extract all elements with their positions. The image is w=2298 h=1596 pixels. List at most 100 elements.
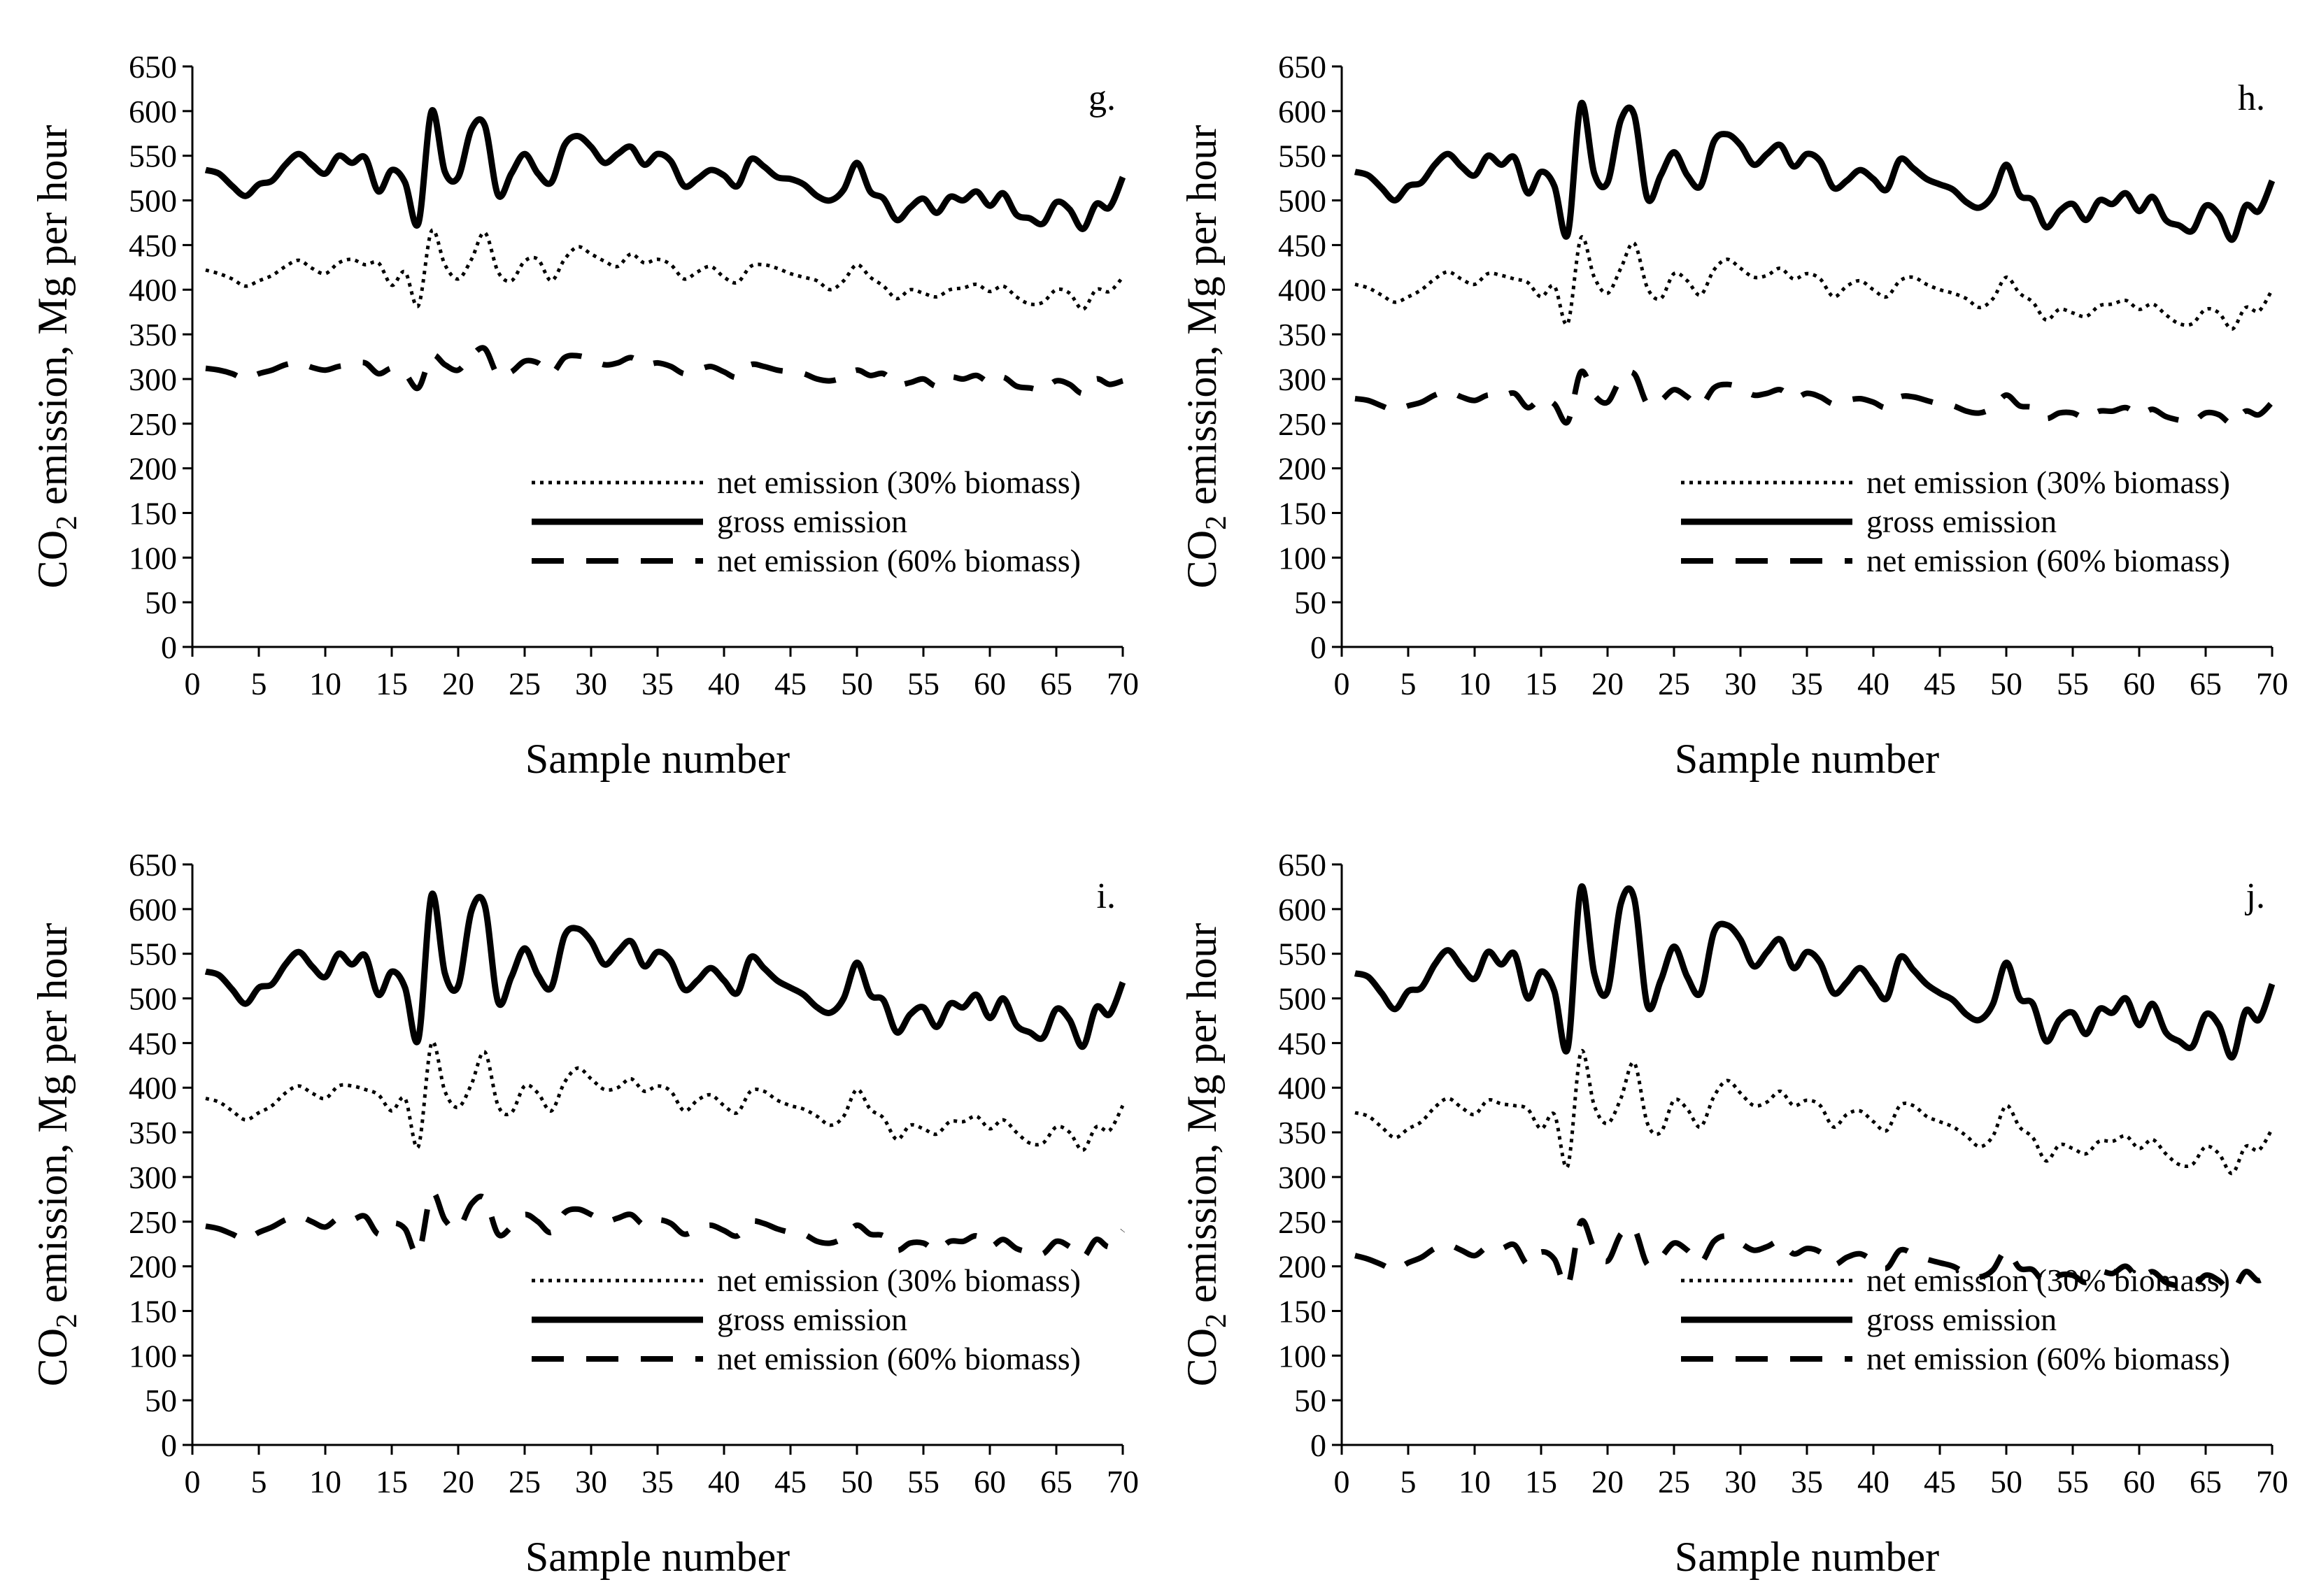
x-axis-title: Sample number	[1675, 736, 1939, 782]
y-axis-title-prefix: CO	[1179, 530, 1225, 588]
y-tick-label: 50	[145, 585, 177, 620]
x-tick-label: 0	[185, 666, 201, 701]
x-tick-label: 25	[1658, 1464, 1690, 1499]
x-tick-label: 45	[1924, 666, 1956, 701]
x-tick-label: 70	[2256, 1464, 2288, 1499]
y-tick-label: 250	[1278, 406, 1326, 442]
x-tick-label: 45	[1924, 1464, 1956, 1499]
legend-label-dotted: net emission (30% biomass)	[1866, 464, 2230, 500]
chart-panel-g: 0 50 100 150 200 250 300 350 400 450 500 550 600 650 0…	[0, 0, 1149, 798]
y-tick-label: 100	[129, 1338, 177, 1374]
y-tick-label: 150	[1278, 495, 1326, 531]
y-tick-label: 250	[129, 406, 177, 442]
y-tick-label: 650	[129, 49, 177, 85]
series-line-dashed	[1354, 368, 2274, 427]
panel-label: j.	[2245, 876, 2265, 916]
y-tick-label: 350	[1278, 317, 1326, 352]
y-tick-label: 550	[129, 138, 177, 174]
x-tick-label: 65	[2190, 1464, 2222, 1499]
panel-label: g.	[1088, 78, 1116, 118]
x-tick-label: 15	[376, 1464, 408, 1499]
x-tick-label: 0	[1334, 666, 1350, 701]
x-tick-label: 55	[2057, 1464, 2089, 1499]
series-line-dotted	[1354, 1048, 2274, 1176]
y-tick-label: 50	[145, 1383, 177, 1418]
y-tick-label: 150	[129, 495, 177, 531]
y-tick-label: 100	[1278, 1338, 1326, 1374]
series-line-solid	[1354, 99, 2276, 243]
y-tick-label: 0	[1310, 1427, 1326, 1463]
series-line-dotted	[1354, 235, 2274, 331]
y-tick-label: 550	[1278, 936, 1326, 972]
x-tick-label: 15	[1525, 1464, 1557, 1499]
x-tick-label: 40	[708, 1464, 740, 1499]
y-tick-label: 300	[129, 362, 177, 397]
x-tick-label: 25	[509, 1464, 541, 1499]
chart-svg-j: 0501001502002503003504004505005506006500…	[1179, 847, 2288, 1580]
series-line-dashed	[205, 1189, 1126, 1260]
x-tick-label: 60	[974, 666, 1006, 701]
series-line-dotted	[205, 1040, 1125, 1153]
y-tick-label: 350	[129, 1115, 177, 1150]
y-tick-label: 200	[129, 451, 177, 487]
y-tick-label: 200	[1278, 451, 1326, 487]
chart-panel-j: 0 50 100 150 200 250 300 350 400 450 500 550 600 650 0…	[1149, 798, 2298, 1596]
panel-label: h.	[2238, 78, 2265, 118]
y-tick-label: 650	[1278, 49, 1326, 85]
y-tick-label: 300	[1278, 1160, 1326, 1195]
y-tick-label: 600	[1278, 892, 1326, 927]
x-tick-label: 70	[2256, 666, 2288, 701]
x-tick-label: 0	[185, 1464, 201, 1499]
y-tick-label: 450	[1278, 227, 1326, 263]
y-axis-title-prefix: CO	[1179, 1328, 1225, 1386]
y-tick-label: 450	[129, 227, 177, 263]
y-tick-label: 500	[129, 183, 177, 219]
x-tick-label: 65	[1040, 666, 1072, 701]
series-line-dashed	[205, 345, 1124, 397]
y-tick-label: 200	[1278, 1249, 1326, 1285]
x-tick-label: 20	[1591, 1464, 1624, 1499]
y-tick-label: 100	[129, 540, 177, 576]
x-tick-label: 60	[2123, 1464, 2155, 1499]
y-axis-title-rest: emission, Mg per hour	[29, 923, 76, 1313]
y-axis-title-rest: emission, Mg per hour	[1179, 923, 1225, 1313]
y-tick-label: 600	[129, 892, 177, 927]
y-axis-title-subscript: 2	[51, 1313, 83, 1328]
x-tick-label: 35	[641, 666, 674, 701]
y-tick-label: 250	[1278, 1204, 1326, 1240]
y-tick-label: 50	[1294, 585, 1326, 620]
x-tick-label: 30	[575, 666, 607, 701]
y-axis-title-prefix: CO	[29, 1328, 76, 1386]
y-axis-title: CO2 emission, Mg per hour	[1179, 923, 1233, 1387]
legend-label-dotted: net emission (30% biomass)	[717, 1262, 1081, 1298]
x-tick-label: 5	[1400, 1464, 1417, 1499]
y-tick-label: 650	[1278, 847, 1326, 883]
x-tick-label: 10	[1459, 1464, 1491, 1499]
x-tick-label: 55	[907, 1464, 939, 1499]
y-tick-label: 400	[129, 1070, 177, 1106]
x-tick-label: 20	[442, 666, 474, 701]
y-tick-label: 500	[1278, 981, 1326, 1017]
y-tick-label: 300	[129, 1160, 177, 1195]
x-tick-label: 35	[1791, 666, 1823, 701]
y-axis-title-rest: emission, Mg per hour	[29, 125, 76, 515]
x-tick-label: 20	[1591, 666, 1624, 701]
x-tick-label: 15	[376, 666, 408, 701]
x-tick-label: 40	[1857, 666, 1889, 701]
x-tick-label: 35	[641, 1464, 674, 1499]
x-tick-label: 65	[2190, 666, 2222, 701]
y-tick-label: 250	[129, 1204, 177, 1240]
y-axis-title-subscript: 2	[51, 515, 83, 530]
legend-label-dashed: net emission (60% biomass)	[717, 543, 1081, 578]
series-line-dashed	[1354, 1218, 2274, 1295]
x-tick-label: 50	[1990, 666, 2022, 701]
y-tick-label: 200	[129, 1249, 177, 1285]
x-tick-label: 5	[251, 1464, 267, 1499]
x-tick-label: 50	[841, 1464, 873, 1499]
y-tick-label: 50	[1294, 1383, 1326, 1418]
panel-label: i.	[1097, 876, 1116, 916]
y-tick-label: 350	[1278, 1115, 1326, 1150]
y-tick-label: 600	[129, 94, 177, 129]
x-tick-label: 10	[1459, 666, 1491, 701]
legend-label-solid: gross emission	[717, 504, 907, 539]
